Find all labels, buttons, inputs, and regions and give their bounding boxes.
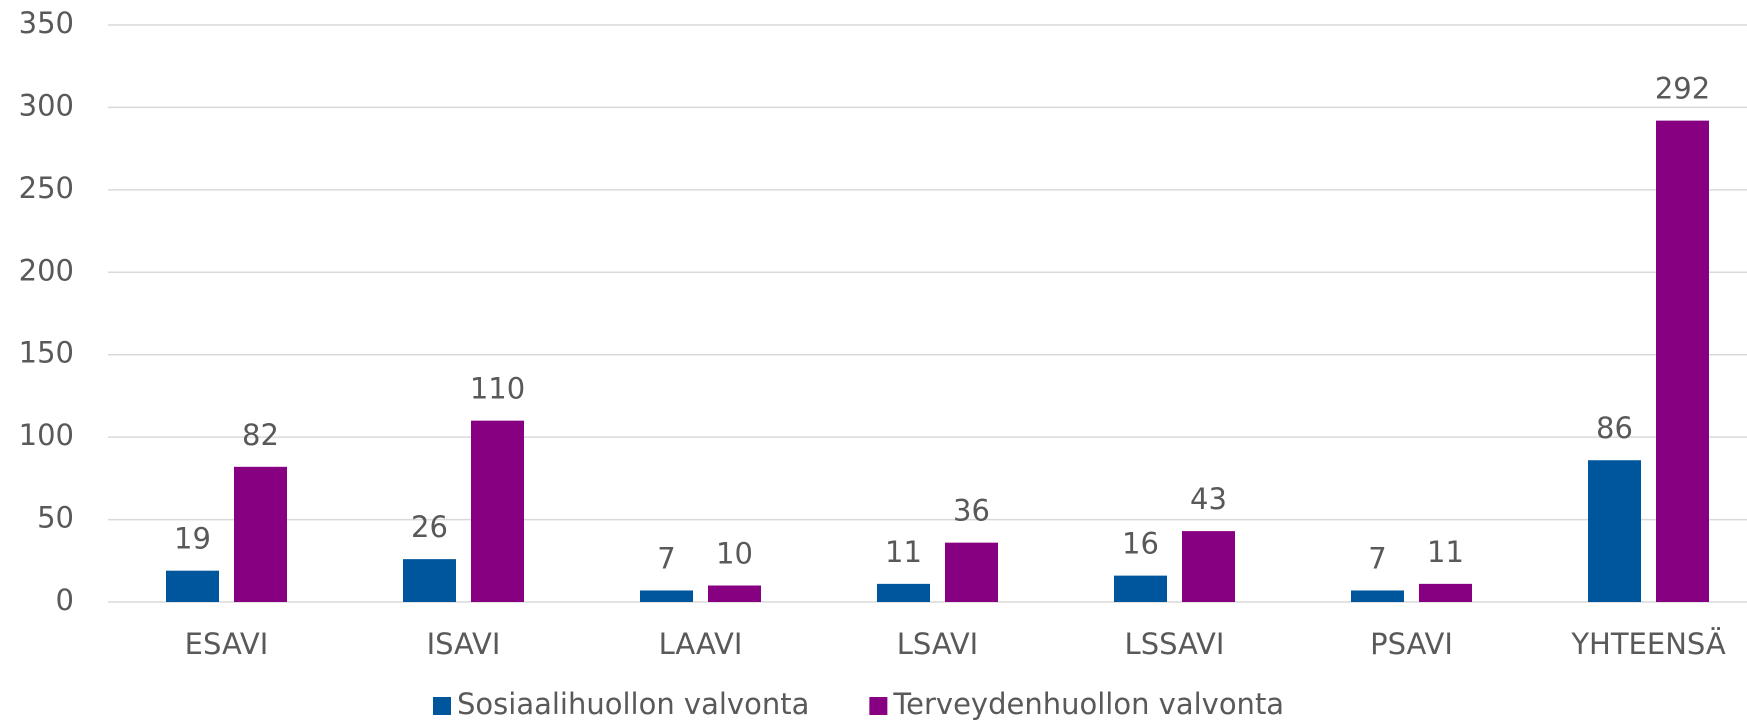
data-label: 292: [1655, 72, 1710, 106]
bar: [877, 583, 930, 602]
legend-label: Terveydenhuollon valvonta: [892, 687, 1284, 721]
y-tick-label: 300: [19, 88, 74, 122]
x-tick-label: ESAVI: [185, 627, 269, 661]
y-tick-label: 150: [19, 336, 74, 370]
bar: [1114, 575, 1167, 602]
data-label: 16: [1122, 527, 1159, 561]
data-label: 26: [411, 510, 448, 544]
bar: [1419, 583, 1472, 602]
legend-swatch: [869, 697, 888, 715]
data-label: 11: [885, 535, 922, 569]
bar: [640, 590, 693, 602]
data-label: 82: [242, 418, 279, 452]
x-tick-label: YHTEENSÄ: [1570, 627, 1726, 661]
legend-label: Sosiaalihuollon valvonta: [457, 687, 809, 721]
x-tick-label: LAAVI: [659, 627, 743, 661]
data-label: 7: [1368, 541, 1386, 575]
bar: [403, 559, 456, 602]
x-tick-label: LSSAVI: [1125, 627, 1225, 661]
data-label: 43: [1190, 482, 1227, 516]
data-label: 11: [1427, 535, 1464, 569]
data-label: 7: [657, 541, 675, 575]
data-label: 110: [470, 372, 525, 406]
legend-swatch: [433, 697, 451, 715]
bar: [166, 570, 219, 602]
x-tick-label: PSAVI: [1370, 627, 1453, 661]
y-tick-label: 200: [19, 253, 74, 287]
bar: [234, 466, 287, 602]
x-tick-label: LSAVI: [897, 627, 978, 661]
bar: [1656, 120, 1709, 603]
y-tick-label: 350: [19, 6, 74, 40]
bar: [1588, 460, 1641, 602]
bar: [471, 420, 524, 602]
y-tick-label: 0: [56, 583, 74, 617]
y-tick-label: 250: [19, 171, 74, 205]
data-label: 19: [174, 522, 211, 556]
bar: [708, 585, 761, 602]
data-label: 36: [953, 494, 990, 528]
data-label: 86: [1596, 411, 1633, 445]
y-tick-label: 50: [37, 501, 74, 535]
bar: [945, 542, 998, 602]
bar: [1182, 531, 1235, 602]
x-tick-label: ISAVI: [427, 627, 501, 661]
data-label: 10: [716, 537, 753, 571]
bar: [1351, 590, 1404, 602]
y-tick-label: 100: [19, 418, 74, 452]
